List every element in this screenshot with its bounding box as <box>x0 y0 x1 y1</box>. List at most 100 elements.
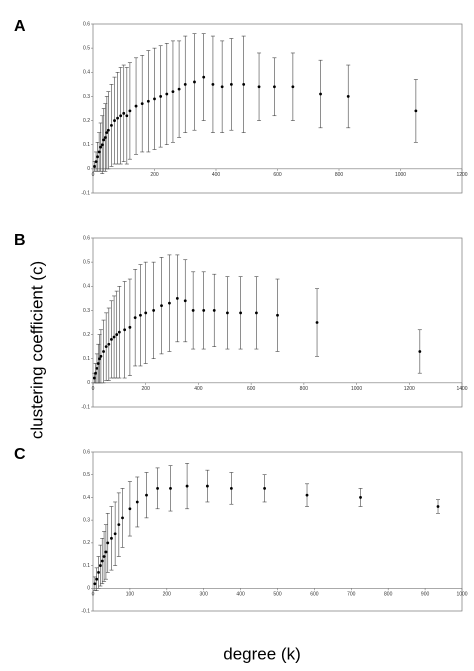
y-tick-label: -0.1 <box>81 190 90 196</box>
point <box>436 505 440 508</box>
x-tick-label: 1200 <box>404 386 415 392</box>
x-tick-label: 400 <box>212 172 221 178</box>
point <box>156 486 159 490</box>
point <box>220 85 224 89</box>
y-tick-label: 0.2 <box>83 118 90 124</box>
point <box>276 313 279 317</box>
point <box>305 493 309 497</box>
point <box>414 109 418 113</box>
y-tick-label: 0.5 <box>83 45 90 51</box>
point <box>229 82 233 86</box>
point <box>212 309 216 312</box>
point <box>263 486 266 490</box>
point <box>100 559 104 563</box>
point <box>291 85 295 89</box>
point <box>169 486 172 490</box>
point <box>168 301 171 305</box>
point <box>153 97 156 101</box>
point <box>104 550 108 554</box>
point <box>319 92 322 96</box>
plot-area <box>92 23 463 194</box>
x-tick-label: 600 <box>247 386 256 392</box>
y-tick-label: -0.1 <box>81 608 90 614</box>
point <box>97 150 101 154</box>
point <box>104 345 108 349</box>
x-axis-label: degree (k) <box>223 644 300 663</box>
x-tick-label: 0 <box>92 592 95 598</box>
point <box>110 338 113 341</box>
point <box>96 362 100 365</box>
point <box>110 124 113 127</box>
point <box>211 82 215 86</box>
point <box>106 541 110 545</box>
point <box>100 143 104 147</box>
x-tick-label: 400 <box>236 592 245 598</box>
point <box>106 128 110 132</box>
point <box>202 309 206 312</box>
x-tick-label: 600 <box>310 592 319 598</box>
point <box>117 330 121 334</box>
y-tick-label: 0.6 <box>83 21 90 27</box>
point <box>102 555 106 558</box>
y-tick-label: 0.5 <box>83 472 90 478</box>
point <box>191 309 195 312</box>
point <box>160 304 163 307</box>
point <box>113 119 116 122</box>
x-tick-label: 1400 <box>456 386 467 392</box>
point <box>103 136 107 139</box>
plot-area <box>92 451 463 612</box>
point <box>102 350 105 353</box>
x-tick-label: 800 <box>300 386 309 392</box>
point <box>96 155 100 159</box>
point <box>133 316 137 320</box>
point <box>115 333 119 336</box>
y-tick-label: 0.6 <box>83 235 90 241</box>
y-tick-label: 0.2 <box>83 332 90 338</box>
x-tick-label: 300 <box>200 592 209 598</box>
point <box>122 111 126 115</box>
panel-label: A <box>14 18 26 35</box>
point <box>193 80 196 84</box>
y-tick-label: 0.1 <box>83 142 90 148</box>
point <box>183 299 187 303</box>
point <box>128 325 132 329</box>
y-tick-label: 0.4 <box>83 70 90 76</box>
x-tick-label: 700 <box>347 592 356 598</box>
point <box>145 493 148 497</box>
point <box>102 138 106 142</box>
y-tick-label: 0.6 <box>83 449 90 455</box>
point <box>134 104 138 108</box>
point <box>183 82 187 86</box>
point <box>139 313 142 317</box>
point <box>93 165 96 168</box>
point <box>95 577 99 581</box>
point <box>346 95 350 98</box>
point <box>125 114 129 118</box>
y-tick-label: 0.3 <box>83 517 90 523</box>
point <box>257 85 261 89</box>
point <box>92 376 96 380</box>
x-tick-label: 0 <box>92 172 95 178</box>
x-tick-label: 100 <box>126 592 135 598</box>
x-tick-label: 200 <box>142 386 151 392</box>
panel-label: B <box>14 232 26 249</box>
plot-area <box>92 237 463 408</box>
y-tick-label: 0.1 <box>83 356 90 362</box>
point <box>123 328 127 332</box>
point <box>110 536 113 540</box>
point <box>95 366 99 370</box>
point <box>177 87 181 91</box>
x-tick-label: 800 <box>384 592 393 598</box>
point <box>112 335 116 339</box>
x-tick-label: 200 <box>150 172 159 178</box>
y-axis-label: clustering coefficient (c) <box>27 261 46 439</box>
x-tick-label: 1000 <box>395 172 406 178</box>
point <box>97 570 100 574</box>
point <box>185 484 189 488</box>
x-tick-label: 1000 <box>456 592 467 598</box>
point <box>315 321 319 324</box>
point <box>171 90 175 93</box>
point <box>205 484 209 488</box>
y-tick-label: 0 <box>87 586 90 592</box>
y-tick-label: 0.4 <box>83 495 90 501</box>
